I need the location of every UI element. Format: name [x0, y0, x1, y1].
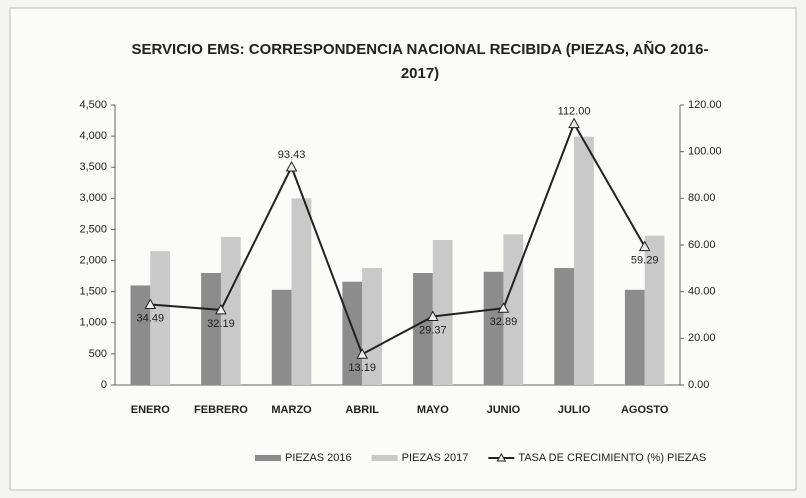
- line-marker: [215, 303, 227, 315]
- line-marker: [638, 240, 651, 252]
- data-label: 112.00: [558, 106, 591, 118]
- x-tick-label: ABRIL: [345, 404, 379, 416]
- line-marker: [497, 302, 510, 313]
- data-label: 32.89: [490, 316, 518, 328]
- y-tick-label: 1,000: [79, 317, 107, 329]
- bar: [554, 268, 575, 385]
- x-tick-label: AGOSTO: [621, 404, 669, 416]
- data-label: 34.49: [137, 312, 165, 324]
- y-tick-label: 1,500: [79, 286, 107, 298]
- legend-label: PIEZAS 2017: [402, 452, 469, 464]
- bar: [644, 235, 665, 385]
- x-tick-label: JULIO: [558, 404, 591, 416]
- x-tick-label: MARZO: [271, 404, 312, 416]
- y-tick-label: 2,000: [79, 254, 107, 266]
- y-tick-label: 4,000: [79, 130, 107, 142]
- y2-tick-label: 20.00: [688, 332, 716, 344]
- y2-tick-label: 40.00: [688, 286, 716, 298]
- line-marker: [356, 348, 369, 359]
- bar: [271, 289, 292, 385]
- y2-tick-label: 60.00: [688, 239, 716, 251]
- y-tick-label: 500: [89, 348, 107, 360]
- y2-tick-label: 80.00: [688, 192, 716, 204]
- x-tick-label: JUNIO: [487, 404, 521, 416]
- bar: [413, 273, 433, 385]
- bar: [291, 198, 312, 385]
- bar: [574, 136, 594, 385]
- y-tick-label: 3,000: [79, 192, 107, 204]
- legend-swatch: [371, 455, 398, 461]
- legend-marker: [496, 452, 507, 462]
- bar: [150, 251, 171, 385]
- legend-label: TASA DE CRECIMIENTO (%) PIEZAS: [518, 452, 706, 464]
- y-tick-label: 2,500: [79, 223, 107, 235]
- data-label: 59.29: [631, 255, 659, 267]
- x-tick-label: ENERO: [131, 404, 171, 416]
- bar: [201, 273, 221, 385]
- chart-frame: [9, 7, 797, 491]
- line-marker: [285, 160, 298, 172]
- y2-tick-label: 120.00: [688, 99, 722, 111]
- y2-tick-label: 100.00: [688, 146, 722, 158]
- data-label: 13.19: [348, 362, 376, 374]
- x-tick-label: FEBRERO: [194, 404, 248, 416]
- bar: [130, 285, 151, 385]
- y-tick-label: 3,500: [79, 161, 107, 173]
- x-tick-label: MAYO: [417, 404, 449, 416]
- data-label: 93.43: [278, 149, 306, 161]
- data-label: 29.37: [419, 324, 447, 336]
- line-marker: [144, 298, 157, 310]
- data-label: 32.19: [207, 318, 235, 330]
- chart-title: SERVICIO EMS: CORRESPONDENCIA NACIONAL R…: [131, 41, 709, 82]
- y2-tick-label: 0.00: [688, 379, 709, 391]
- y-tick-label: 4,500: [79, 99, 107, 111]
- line-marker: [426, 310, 439, 321]
- bar: [342, 281, 363, 385]
- legend-label: PIEZAS 2016: [285, 452, 352, 464]
- line-series: [150, 121, 646, 356]
- bar: [432, 240, 453, 385]
- bar: [220, 236, 241, 385]
- bar: [624, 289, 645, 385]
- y-tick-label: 0: [101, 379, 107, 391]
- bar: [483, 271, 504, 385]
- legend-swatch: [255, 455, 281, 461]
- line-marker: [568, 117, 580, 129]
- bar: [362, 268, 382, 385]
